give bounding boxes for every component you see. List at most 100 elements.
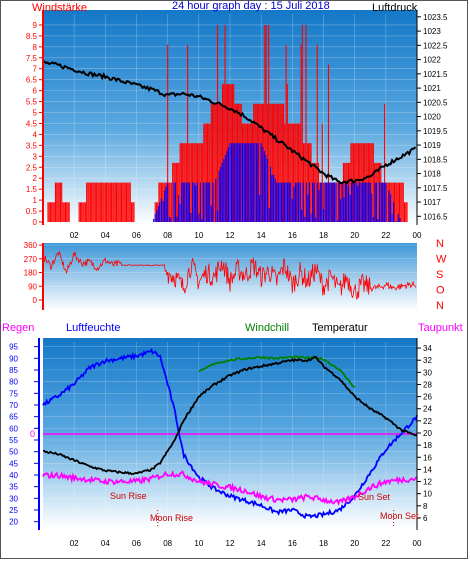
- direction-tick-label: 360: [24, 241, 38, 250]
- pressure-tick-label: 1017: [423, 198, 441, 207]
- temp-tick-label: 30: [423, 368, 432, 377]
- rain-zero-label: 0: [30, 429, 35, 439]
- time-tick-label: 04: [101, 539, 110, 548]
- humidity-tick-label: 30: [9, 494, 18, 503]
- wind-direction-plot-area: [43, 243, 417, 310]
- temp-tick-label: 8: [423, 502, 428, 511]
- time-tick-label: 12: [226, 539, 235, 548]
- pressure-tick-label: 1017.5: [423, 184, 448, 193]
- compass-label: N: [436, 300, 444, 312]
- humidity-tick-label: 45: [9, 459, 18, 468]
- pressure-tick-label: 1022.5: [423, 41, 448, 50]
- humidity-tick-label: 85: [9, 366, 18, 375]
- chart-title: 24 hour graph day : 15 Juli 2018: [172, 0, 330, 12]
- time-tick-label: 10: [194, 539, 203, 548]
- pressure-tick-label: 1016.5: [423, 212, 448, 221]
- direction-tick-label: 0: [33, 296, 38, 305]
- wind-tick-label: 5.5: [26, 98, 38, 107]
- time-tick-label: 06: [132, 539, 141, 548]
- time-tick-label: 16: [288, 539, 297, 548]
- humidity-tick-label: 40: [9, 471, 18, 480]
- humidity-tick-label: 25: [9, 506, 18, 515]
- wind-tick-label: 5: [33, 109, 38, 118]
- humidity-tick-label: 65: [9, 413, 18, 422]
- time-tick-label: 20: [350, 539, 359, 548]
- compass-label: S: [436, 269, 443, 281]
- pressure-tick-label: 1019: [423, 141, 441, 150]
- wind-tick-label: 7.5: [26, 54, 38, 63]
- humidity-tick-label: 75: [9, 389, 18, 398]
- humidity-tick-label: 80: [9, 378, 18, 387]
- time-tick-label: 06: [132, 231, 141, 240]
- temp-tick-label: 22: [423, 417, 432, 426]
- series-windchill: [198, 355, 356, 388]
- pressure-tick-label: 1023: [423, 27, 441, 36]
- legend-regen: Regen: [2, 322, 34, 334]
- compass-label: N: [436, 238, 444, 250]
- wind-tick-label: 0: [33, 218, 38, 227]
- time-tick-label: 18: [319, 231, 328, 240]
- wind-tick-label: 3.5: [26, 141, 38, 150]
- time-tick-label: 10: [194, 231, 203, 240]
- time-tick-label: 18: [319, 539, 328, 548]
- humidity-tick-label: 95: [9, 343, 18, 352]
- wind-tick-label: 3: [33, 152, 38, 161]
- wind-tick-label: 8: [33, 43, 38, 52]
- temp-tick-label: 14: [423, 465, 432, 474]
- pressure-tick-label: 1018: [423, 170, 441, 179]
- direction-tick-label: 270: [24, 255, 38, 264]
- compass-label: O: [436, 285, 445, 297]
- wind-axis-title: Windstärke: [32, 2, 87, 14]
- compass-label: W: [436, 254, 447, 266]
- wind-tick-label: 7: [33, 65, 38, 74]
- humidity-tick-label: 20: [9, 518, 18, 527]
- pressure-tick-label: 1018.5: [423, 155, 448, 164]
- humidity-tick-label: 35: [9, 483, 18, 492]
- humidity-tick-label: 55: [9, 436, 18, 445]
- time-tick-label: 22: [381, 231, 390, 240]
- humidity-tick-label: 70: [9, 401, 18, 410]
- direction-tick-label: 90: [28, 282, 37, 291]
- time-tick-label: 14: [257, 231, 266, 240]
- temp-tick-label: 34: [423, 344, 432, 353]
- wind-tick-label: 2: [33, 174, 38, 183]
- time-tick-label: 20: [350, 231, 359, 240]
- pressure-tick-label: 1022: [423, 56, 441, 65]
- time-tick-label: 12: [226, 231, 235, 240]
- time-tick-label: 02: [70, 539, 79, 548]
- temp-tick-label: 6: [423, 514, 428, 523]
- temp-tick-label: 24: [423, 405, 432, 414]
- wind-tick-label: 9: [33, 21, 38, 30]
- temp-tick-label: 32: [423, 356, 432, 365]
- wind-tick-label: 6.5: [26, 76, 38, 85]
- time-tick-label: 02: [70, 231, 79, 240]
- annotation-sun-rise: Sun Rise: [110, 491, 147, 501]
- legend-taupunkt: Taupunkt: [418, 322, 463, 334]
- wind-tick-label: 6: [33, 87, 38, 96]
- pressure-line: [42, 60, 417, 185]
- time-tick-label: 22: [381, 539, 390, 548]
- annotation-moon-rise: Moon Rise: [150, 513, 193, 523]
- humidity-tick-label: 90: [9, 354, 18, 363]
- pressure-tick-label: 1020: [423, 113, 441, 122]
- annotation-sun-set: Sun Set: [358, 492, 391, 502]
- pressure-axis-title: Luftdruck: [372, 2, 418, 14]
- legend-luftfeuchte: Luftfeuchte: [66, 322, 120, 334]
- wind-tick-label: 1.5: [26, 185, 38, 194]
- time-tick-label: 08: [163, 539, 172, 548]
- wind-tick-label: 0.5: [26, 207, 38, 216]
- wind-tick-label: 4: [33, 130, 38, 139]
- time-tick-label: 16: [288, 231, 297, 240]
- series-taupunkt: [42, 469, 418, 506]
- time-tick-label: 04: [101, 231, 110, 240]
- direction-tick-label: 180: [24, 269, 38, 278]
- humidity-tick-label: 50: [9, 448, 18, 457]
- wind-direction-line: [42, 250, 417, 300]
- humidity-tick-label: 60: [9, 424, 18, 433]
- wind-tick-label: 8.5: [26, 32, 38, 41]
- time-tick-label: 00: [413, 231, 422, 240]
- annotation-moon-set: Moon Set: [380, 511, 419, 521]
- pressure-tick-label: 1021.5: [423, 70, 448, 79]
- wind-tick-label: 2.5: [26, 163, 38, 172]
